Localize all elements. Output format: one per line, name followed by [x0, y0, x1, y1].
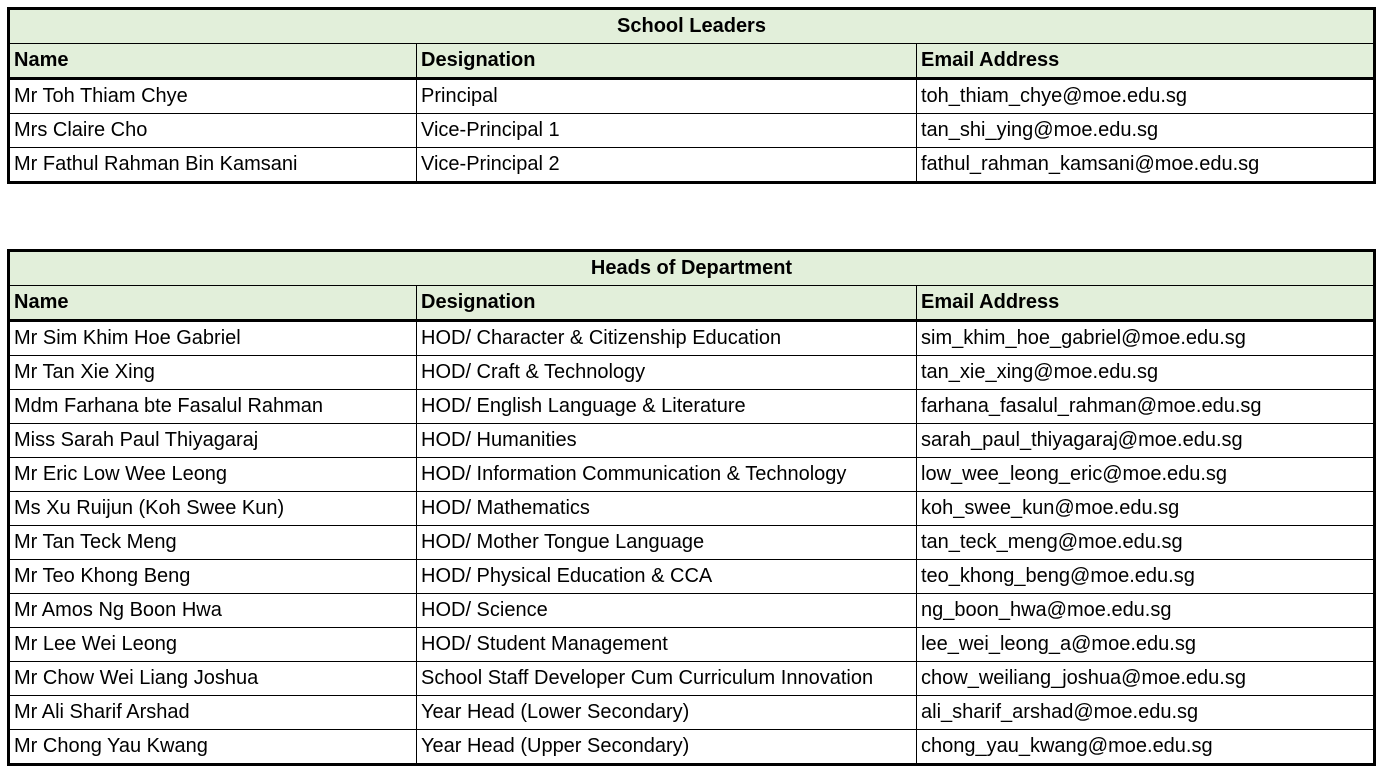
cell-designation: HOD/ Student Management — [416, 627, 917, 662]
school-leaders-table: School Leaders Name Designation Email Ad… — [7, 7, 1376, 184]
table-body: Mr Toh Thiam Chye Principal toh_thiam_chye… — [8, 78, 1375, 183]
cell-name: Mr Sim Khim Hoe Gabriel — [8, 320, 417, 356]
cell-designation: HOD/ Information Communication & Technol… — [416, 457, 917, 492]
table-row: Mr Tan Teck Meng HOD/ Mother Tongue Langu… — [8, 525, 1375, 560]
column-header-row: Name Designation Email Address — [8, 285, 1375, 322]
column-header-name: Name — [8, 43, 417, 80]
cell-designation: Vice-Principal 1 — [416, 113, 917, 148]
table-body: Mr Sim Khim Hoe Gabriel HOD/ Character & … — [8, 320, 1375, 765]
table-row: Mr Teo Khong Beng HOD/ Physical Education… — [8, 559, 1375, 594]
cell-email[interactable]: chow_weiliang_joshua@moe.edu.sg — [916, 661, 1375, 696]
cell-email[interactable]: tan_shi_ying@moe.edu.sg — [916, 113, 1375, 148]
cell-email[interactable]: chong_yau_kwang@moe.edu.sg — [916, 729, 1375, 765]
cell-name: Mdm Farhana bte Fasalul Rahman — [8, 389, 417, 424]
table-row: Mr Chong Yau Kwang Year Head (Upper Secon… — [8, 729, 1375, 765]
cell-name: Mr Fathul Rahman Bin Kamsani — [8, 147, 417, 183]
cell-name: Mr Lee Wei Leong — [8, 627, 417, 662]
cell-designation: HOD/ Science — [416, 593, 917, 628]
cell-designation: Year Head (Lower Secondary) — [416, 695, 917, 730]
cell-name: Mr Chong Yau Kwang — [8, 729, 417, 765]
cell-name: Miss Sarah Paul Thiyagaraj — [8, 423, 417, 458]
cell-designation: HOD/ Physical Education & CCA — [416, 559, 917, 594]
table-row: Mr Chow Wei Liang Joshua School Staff Dev… — [8, 661, 1375, 696]
table-row: Mr Lee Wei Leong HOD/ Student Management l… — [8, 627, 1375, 662]
column-header-designation: Designation — [416, 285, 917, 322]
cell-designation: School Staff Developer Cum Curriculum In… — [416, 661, 917, 696]
table-row: Miss Sarah Paul Thiyagaraj HOD/ Humanitie… — [8, 423, 1375, 458]
table-row: Mdm Farhana bte Fasalul Rahman HOD/ Engli… — [8, 389, 1375, 424]
cell-name: Mr Chow Wei Liang Joshua — [8, 661, 417, 696]
table-title: School Leaders — [8, 8, 1375, 44]
cell-designation: Vice-Principal 2 — [416, 147, 917, 183]
cell-name: Mr Ali Sharif Arshad — [8, 695, 417, 730]
column-header-email: Email Address — [916, 285, 1375, 322]
table-row: Mr Fathul Rahman Bin Kamsani Vice-Princip… — [8, 147, 1375, 183]
cell-email[interactable]: teo_khong_beng@moe.edu.sg — [916, 559, 1375, 594]
cell-email[interactable]: sarah_paul_thiyagaraj@moe.edu.sg — [916, 423, 1375, 458]
table-row: Mr Sim Khim Hoe Gabriel HOD/ Character & … — [8, 320, 1375, 356]
cell-email[interactable]: low_wee_leong_eric@moe.edu.sg — [916, 457, 1375, 492]
table-row: Mr Amos Ng Boon Hwa HOD/ Science ng_boon_h… — [8, 593, 1375, 628]
cell-name: Mr Toh Thiam Chye — [8, 78, 417, 114]
cell-email[interactable]: farhana_fasalul_rahman@moe.edu.sg — [916, 389, 1375, 424]
cell-designation: HOD/ Character & Citizenship Education — [416, 320, 917, 356]
cell-designation: HOD/ Mother Tongue Language — [416, 525, 917, 560]
cell-designation: HOD/ Mathematics — [416, 491, 917, 526]
table-row: Mrs Claire Cho Vice-Principal 1 tan_shi_yi… — [8, 113, 1375, 148]
cell-designation: HOD/ Craft & Technology — [416, 355, 917, 390]
cell-name: Mr Teo Khong Beng — [8, 559, 417, 594]
table-title-row: Heads of Department — [8, 250, 1375, 286]
table-row: Mr Eric Low Wee Leong HOD/ Information Co… — [8, 457, 1375, 492]
cell-email[interactable]: tan_xie_xing@moe.edu.sg — [916, 355, 1375, 390]
cell-email[interactable]: ng_boon_hwa@moe.edu.sg — [916, 593, 1375, 628]
heads-of-department-table: Heads of Department Name Designation Ema… — [7, 249, 1376, 766]
cell-name: Mrs Claire Cho — [8, 113, 417, 148]
cell-email[interactable]: sim_khim_hoe_gabriel@moe.edu.sg — [916, 320, 1375, 356]
cell-designation: Year Head (Upper Secondary) — [416, 729, 917, 765]
table-row: Mr Tan Xie Xing HOD/ Craft & Technology ta… — [8, 355, 1375, 390]
cell-name: Mr Tan Teck Meng — [8, 525, 417, 560]
cell-email[interactable]: fathul_rahman_kamsani@moe.edu.sg — [916, 147, 1375, 183]
cell-designation: Principal — [416, 78, 917, 114]
table-title-row: School Leaders — [8, 8, 1375, 44]
cell-email[interactable]: ali_sharif_arshad@moe.edu.sg — [916, 695, 1375, 730]
cell-name: Ms Xu Ruijun (Koh Swee Kun) — [8, 491, 417, 526]
table-title: Heads of Department — [8, 250, 1375, 286]
table-row: Mr Toh Thiam Chye Principal toh_thiam_chye… — [8, 78, 1375, 114]
cell-designation: HOD/ English Language & Literature — [416, 389, 917, 424]
column-header-row: Name Designation Email Address — [8, 43, 1375, 80]
cell-name: Mr Tan Xie Xing — [8, 355, 417, 390]
column-header-email: Email Address — [916, 43, 1375, 80]
cell-name: Mr Amos Ng Boon Hwa — [8, 593, 417, 628]
table-row: Mr Ali Sharif Arshad Year Head (Lower Sec… — [8, 695, 1375, 730]
cell-email[interactable]: lee_wei_leong_a@moe.edu.sg — [916, 627, 1375, 662]
cell-email[interactable]: koh_swee_kun@moe.edu.sg — [916, 491, 1375, 526]
cell-email[interactable]: toh_thiam_chye@moe.edu.sg — [916, 78, 1375, 114]
table-row: Ms Xu Ruijun (Koh Swee Kun) HOD/ Mathemat… — [8, 491, 1375, 526]
cell-email[interactable]: tan_teck_meng@moe.edu.sg — [916, 525, 1375, 560]
column-header-name: Name — [8, 285, 417, 322]
column-header-designation: Designation — [416, 43, 917, 80]
cell-name: Mr Eric Low Wee Leong — [8, 457, 417, 492]
cell-designation: HOD/ Humanities — [416, 423, 917, 458]
